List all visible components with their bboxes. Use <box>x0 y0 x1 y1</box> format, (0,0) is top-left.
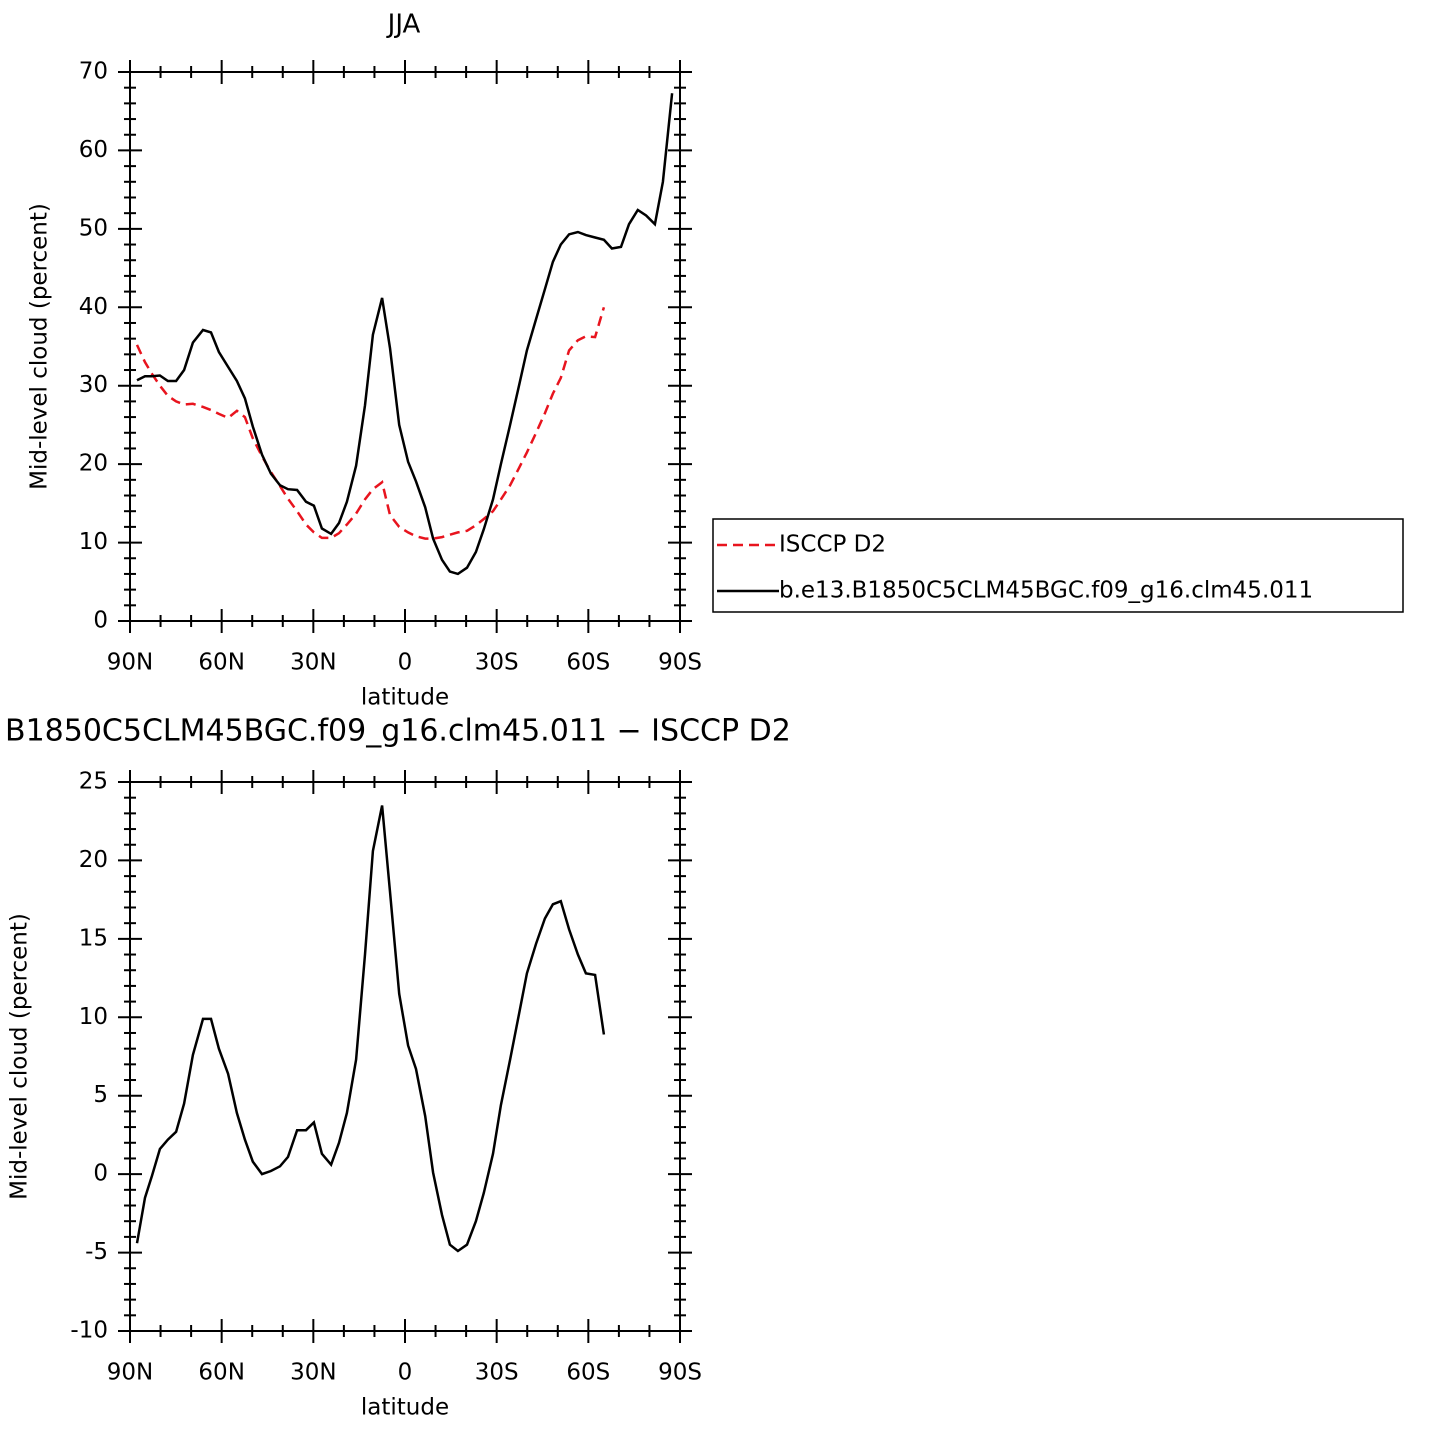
x-axis-label: latitude <box>361 1395 449 1421</box>
y-tick-label: 30 <box>79 372 108 398</box>
y-tick-label: 60 <box>79 137 108 163</box>
x-tick-label: 30S <box>475 650 519 676</box>
y-tick-label: -10 <box>70 1318 108 1344</box>
x-tick-label: 0 <box>398 1360 413 1386</box>
x-tick-label: 60S <box>566 650 610 676</box>
y-tick-label: 15 <box>79 925 108 951</box>
legend-label: ISCCP D2 <box>779 532 886 558</box>
series-line <box>135 805 606 1253</box>
y-tick-label: 40 <box>79 294 108 320</box>
y-axis-label: Mid-level cloud (percent) <box>27 203 53 490</box>
legend-label: b.e13.B1850C5CLM45BGC.f09_g16.clm45.011 <box>779 578 1313 604</box>
chart-title: JJA <box>386 10 421 40</box>
chart-title: B1850C5CLM45BGC.f09_g16.clm45.011 − ISCC… <box>5 714 791 749</box>
y-tick-label: 10 <box>79 1004 108 1030</box>
x-tick-label: 60N <box>198 650 244 676</box>
y-tick-label: 0 <box>93 608 108 634</box>
y-tick-label: 20 <box>79 847 108 873</box>
y-tick-label: 0 <box>93 1161 108 1187</box>
x-tick-label: 60N <box>198 1360 244 1386</box>
series-line <box>136 93 674 576</box>
y-tick-label: 5 <box>93 1082 108 1108</box>
x-tick-label: 30S <box>475 1360 519 1386</box>
x-tick-label: 90S <box>658 650 702 676</box>
x-tick-label: 30N <box>290 650 336 676</box>
x-tick-label: 60S <box>566 1360 610 1386</box>
legend-box <box>712 518 1404 613</box>
y-axis-label: Mid-level cloud (percent) <box>7 913 33 1200</box>
x-tick-label: 90N <box>107 650 153 676</box>
y-tick-label: 25 <box>79 769 108 795</box>
x-tick-label: 0 <box>398 650 413 676</box>
x-axis-label: latitude <box>361 685 449 711</box>
y-tick-label: 70 <box>79 59 108 85</box>
y-tick-label: 20 <box>79 451 108 477</box>
y-tick-label: 10 <box>79 529 108 555</box>
plot-frame <box>129 781 681 1332</box>
y-tick-label: -5 <box>85 1239 108 1265</box>
x-tick-label: 90N <box>107 1360 153 1386</box>
x-tick-label: 90S <box>658 1360 702 1386</box>
x-tick-label: 30N <box>290 1360 336 1386</box>
plot-frame <box>129 71 681 622</box>
series-line <box>135 306 606 540</box>
y-tick-label: 50 <box>79 215 108 241</box>
